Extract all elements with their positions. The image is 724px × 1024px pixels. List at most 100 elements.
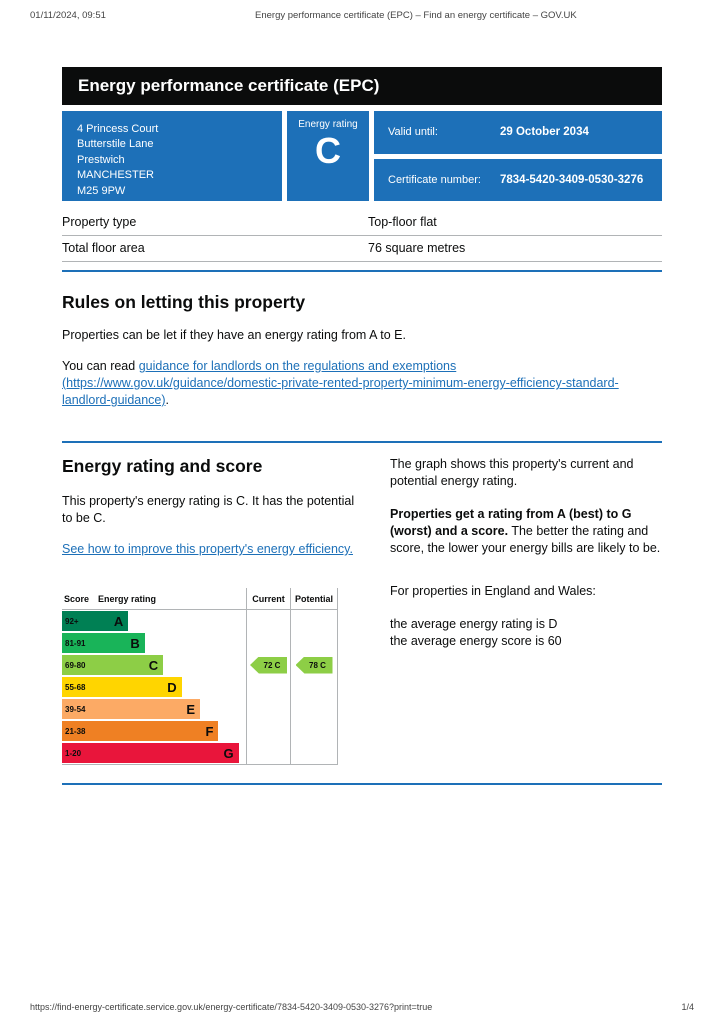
current-rating-tag: 72 C bbox=[250, 656, 287, 674]
epc-chart-header: Score Energy rating Current Potential bbox=[62, 588, 338, 610]
certificate-number-label: Certificate number: bbox=[388, 173, 481, 186]
epc-band-row-a: 92+ A bbox=[62, 610, 338, 632]
rating-column-header: Energy rating bbox=[98, 593, 157, 604]
score-column-header: Score bbox=[64, 593, 90, 604]
certificate-summary: 4 Princess Court Butterstile Lane Prestw… bbox=[62, 111, 662, 201]
energy-rating-section: Energy rating and score This property's … bbox=[62, 456, 662, 765]
certificate-meta: Valid until: 29 October 2034 Certificate… bbox=[374, 111, 662, 201]
print-page-title: Energy performance certificate (EPC) – F… bbox=[255, 10, 577, 21]
property-details-table: Property type Top-floor flat Total floor… bbox=[62, 210, 662, 262]
epc-band-letter: C bbox=[148, 657, 159, 673]
epc-current-cell: 72 C bbox=[246, 654, 290, 676]
valid-until-label: Valid until: bbox=[388, 126, 438, 139]
address-line: Prestwich bbox=[77, 153, 125, 166]
current-column-header: Current bbox=[246, 588, 290, 609]
print-url: https://find-energy-certificate.service.… bbox=[30, 1002, 433, 1012]
epc-band-bar-d: 55-68 D bbox=[62, 677, 182, 697]
letting-heading: Rules on letting this property bbox=[62, 292, 306, 312]
epc-band-row-g: 1-20 G bbox=[62, 742, 338, 764]
valid-until-value: 29 October 2034 bbox=[500, 126, 589, 139]
letting-guidance-paragraph: You can read guidance for landlords on t… bbox=[62, 358, 662, 409]
letting-paragraph: Properties can be let if they have an en… bbox=[62, 328, 406, 342]
epc-band-score: 39-54 bbox=[65, 704, 86, 714]
energy-rating-label: Energy rating bbox=[298, 119, 358, 130]
property-type-value: Top-floor flat bbox=[368, 215, 437, 229]
property-address: 4 Princess Court Butterstile Lane Prestw… bbox=[62, 111, 282, 201]
rating-explanation-column: The graph shows this property's current … bbox=[390, 456, 662, 765]
epc-current-cell bbox=[246, 742, 290, 764]
epc-band-cell: 69-80 C bbox=[62, 654, 246, 676]
epc-band-letter: B bbox=[130, 635, 140, 651]
floor-area-label: Total floor area bbox=[62, 241, 145, 255]
improve-efficiency-link[interactable]: See how to improve this property's energ… bbox=[62, 542, 353, 556]
epc-current-cell bbox=[246, 632, 290, 654]
potential-column-header: Potential bbox=[290, 588, 338, 609]
epc-potential-cell bbox=[290, 632, 338, 654]
section-divider bbox=[62, 441, 662, 443]
epc-band-bar-g: 1-20 G bbox=[62, 743, 239, 763]
table-row: Total floor area 76 square metres bbox=[62, 236, 662, 262]
epc-band-bar-b: 81-91 B bbox=[62, 633, 145, 653]
rating-summary-text: This property's energy rating is C. It h… bbox=[62, 494, 355, 525]
epc-band-cell: 81-91 B bbox=[62, 632, 246, 654]
graph-intro-text: The graph shows this property's current … bbox=[390, 457, 634, 488]
epc-band-score: 92+ bbox=[65, 616, 79, 626]
epc-band-letter: A bbox=[113, 613, 124, 629]
average-score-line: the average energy score is 60 bbox=[390, 634, 562, 648]
rating-explanation-text: Properties get a rating from A (best) to… bbox=[390, 506, 662, 557]
certificate-page: Energy performance certificate (EPC) 4 P… bbox=[62, 67, 662, 785]
floor-area-value: 76 square metres bbox=[368, 241, 466, 255]
print-header: 01/11/2024, 09:51 Energy performance cer… bbox=[0, 0, 724, 21]
certificate-number-value: 7834-5420-3409-0530-3276 bbox=[500, 173, 644, 186]
potential-rating-tag: 78 C bbox=[295, 656, 333, 674]
epc-band-score: 81-91 bbox=[65, 638, 86, 648]
landlord-guidance-link[interactable]: guidance for landlords on the regulation… bbox=[62, 359, 619, 407]
epc-rating-chart: Score Energy rating Current Potential 92… bbox=[62, 588, 338, 765]
property-type-label: Property type bbox=[62, 215, 137, 229]
epc-current-cell bbox=[246, 610, 290, 632]
epc-banner: Energy performance certificate (EPC) bbox=[62, 67, 662, 105]
epc-current-cell bbox=[246, 698, 290, 720]
energy-rating-box: Energy rating C bbox=[287, 111, 369, 201]
section-divider bbox=[62, 783, 662, 785]
epc-band-score: 1-20 bbox=[65, 748, 82, 758]
epc-band-bar-a: 92+ A bbox=[62, 611, 129, 631]
epc-band-bar-c: 69-80 C bbox=[62, 655, 164, 675]
epc-band-letter: D bbox=[167, 679, 177, 695]
guidance-prefix: You can read bbox=[62, 359, 139, 373]
valid-until-row: Valid until: 29 October 2034 bbox=[374, 111, 662, 154]
epc-band-letter: F bbox=[205, 723, 214, 739]
epc-current-cell bbox=[246, 720, 290, 742]
epc-band-bar-f: 21-38 F bbox=[62, 721, 219, 741]
address-line: MANCHESTER bbox=[77, 169, 155, 182]
rating-explanation-bold: Properties get a rating from A (best) to… bbox=[390, 507, 632, 538]
address-line: 4 Princess Court bbox=[77, 123, 159, 135]
certificate-number-row: Certificate number: 7834-5420-3409-0530-… bbox=[374, 158, 662, 201]
rating-explanation-rest: The better the rating and score, the low… bbox=[390, 524, 661, 555]
epc-band-letter: E bbox=[186, 701, 195, 717]
section-divider bbox=[62, 270, 662, 272]
epc-band-score: 69-80 bbox=[65, 660, 86, 670]
epc-potential-cell bbox=[290, 676, 338, 698]
epc-potential-cell bbox=[290, 698, 338, 720]
epc-band-cell: 92+ A bbox=[62, 610, 246, 632]
epc-band-rows: 92+ A 81-91 B 69-80 C 72 C 78 C 55-68 D 39-54 E 21-3… bbox=[62, 610, 338, 764]
print-datetime: 01/11/2024, 09:51 bbox=[30, 10, 106, 21]
print-page-number: 1/4 bbox=[681, 1002, 694, 1012]
epc-band-score: 21-38 bbox=[65, 726, 86, 736]
address-line: M25 9PW bbox=[77, 184, 126, 197]
epc-potential-cell bbox=[290, 720, 338, 742]
epc-band-row-f: 21-38 F bbox=[62, 720, 338, 742]
epc-potential-cell: 78 C bbox=[290, 654, 338, 676]
epc-band-cell: 39-54 E bbox=[62, 698, 246, 720]
epc-potential-cell bbox=[290, 610, 338, 632]
bands-header-cell: Score Energy rating bbox=[62, 588, 246, 609]
epc-band-bar-e: 39-54 E bbox=[62, 699, 200, 719]
epc-band-cell: 21-38 F bbox=[62, 720, 246, 742]
improve-paragraph: See how to improve this property's energ… bbox=[62, 541, 362, 558]
averages-intro-text: For properties in England and Wales: bbox=[390, 584, 596, 598]
epc-band-cell: 55-68 D bbox=[62, 676, 246, 698]
epc-band-cell: 1-20 G bbox=[62, 742, 246, 764]
rating-heading: Energy rating and score bbox=[62, 456, 263, 476]
epc-band-score: 55-68 bbox=[65, 682, 86, 692]
